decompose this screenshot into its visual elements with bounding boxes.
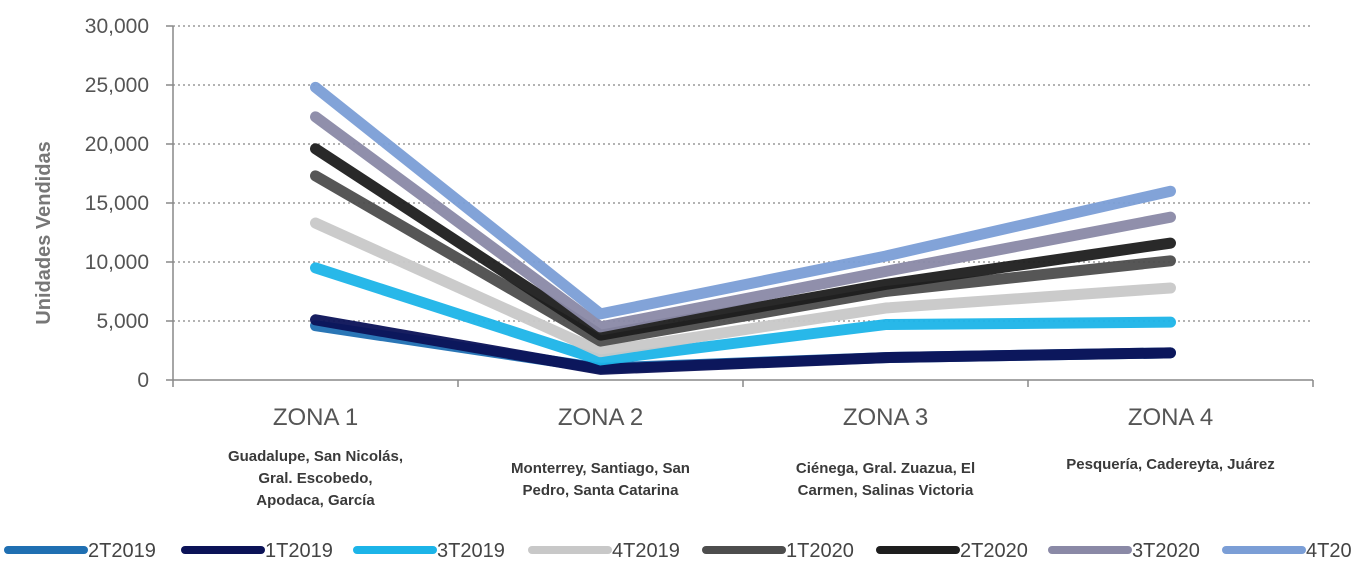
legend-label: 4T2019 [612, 540, 680, 562]
legend-label: 2T2019 [88, 540, 156, 562]
y-tick-label: 20,000 [85, 133, 149, 156]
legend: 2T2019 1T2019 3T2019 4T2019 1T2020 2T2020 3T20… [4, 540, 1352, 562]
y-tick-label: 30,000 [85, 15, 149, 38]
legend-label: 3T2019 [437, 540, 505, 562]
legend-label: 4T20 [1306, 540, 1352, 562]
axes [166, 25, 1314, 387]
x-category-label: ZONA 4 [1128, 404, 1213, 431]
series-line-4T2019 [310, 217, 1176, 358]
legend-label: 1T2020 [786, 540, 854, 562]
series-line-3T2020 [310, 111, 1176, 333]
x-category-detail: Ciénega, Gral. Zuazua, El [796, 460, 975, 477]
legend-label: 1T2019 [265, 540, 333, 562]
x-category-detail: Pesquería, Cadereyta, Juárez [1066, 456, 1274, 473]
series-line-2T2020 [310, 143, 1176, 341]
series-line-1T2019 [310, 314, 1176, 375]
x-category-detail: Apodaca, García [256, 492, 375, 509]
y-axis-title: Unidades Vendidas [33, 141, 55, 324]
x-category-detail: Carmen, Salinas Victoria [798, 482, 974, 499]
x-category-label: ZONA 3 [843, 404, 928, 431]
x-category-detail: Monterrey, Santiago, San [511, 460, 690, 477]
series-line-3T2019 [310, 262, 1176, 366]
x-category-detail: Gral. Escobedo, [258, 470, 372, 487]
series-line-4T20 [310, 81, 1176, 320]
legend-label: 3T2020 [1132, 540, 1200, 562]
y-tick-label: 25,000 [85, 74, 149, 97]
axis-labels: 0 5,000 10,000 15,000 20,000 25,000 30,000 Unid… [33, 15, 1275, 509]
x-category-detail: Guadalupe, San Nicolás, [228, 448, 403, 465]
legend-label: 2T2020 [960, 540, 1028, 562]
x-category-label: ZONA 2 [558, 404, 643, 431]
series-lines [310, 81, 1176, 375]
y-tick-label: 15,000 [85, 192, 149, 215]
x-category-detail: Pedro, Santa Catarina [523, 482, 680, 499]
x-category-label: ZONA 1 [273, 404, 358, 431]
series-line-1T2020 [310, 170, 1176, 347]
y-tick-label: 0 [137, 369, 149, 392]
y-tick-label: 10,000 [85, 251, 149, 274]
y-tick-label: 5,000 [96, 310, 149, 333]
